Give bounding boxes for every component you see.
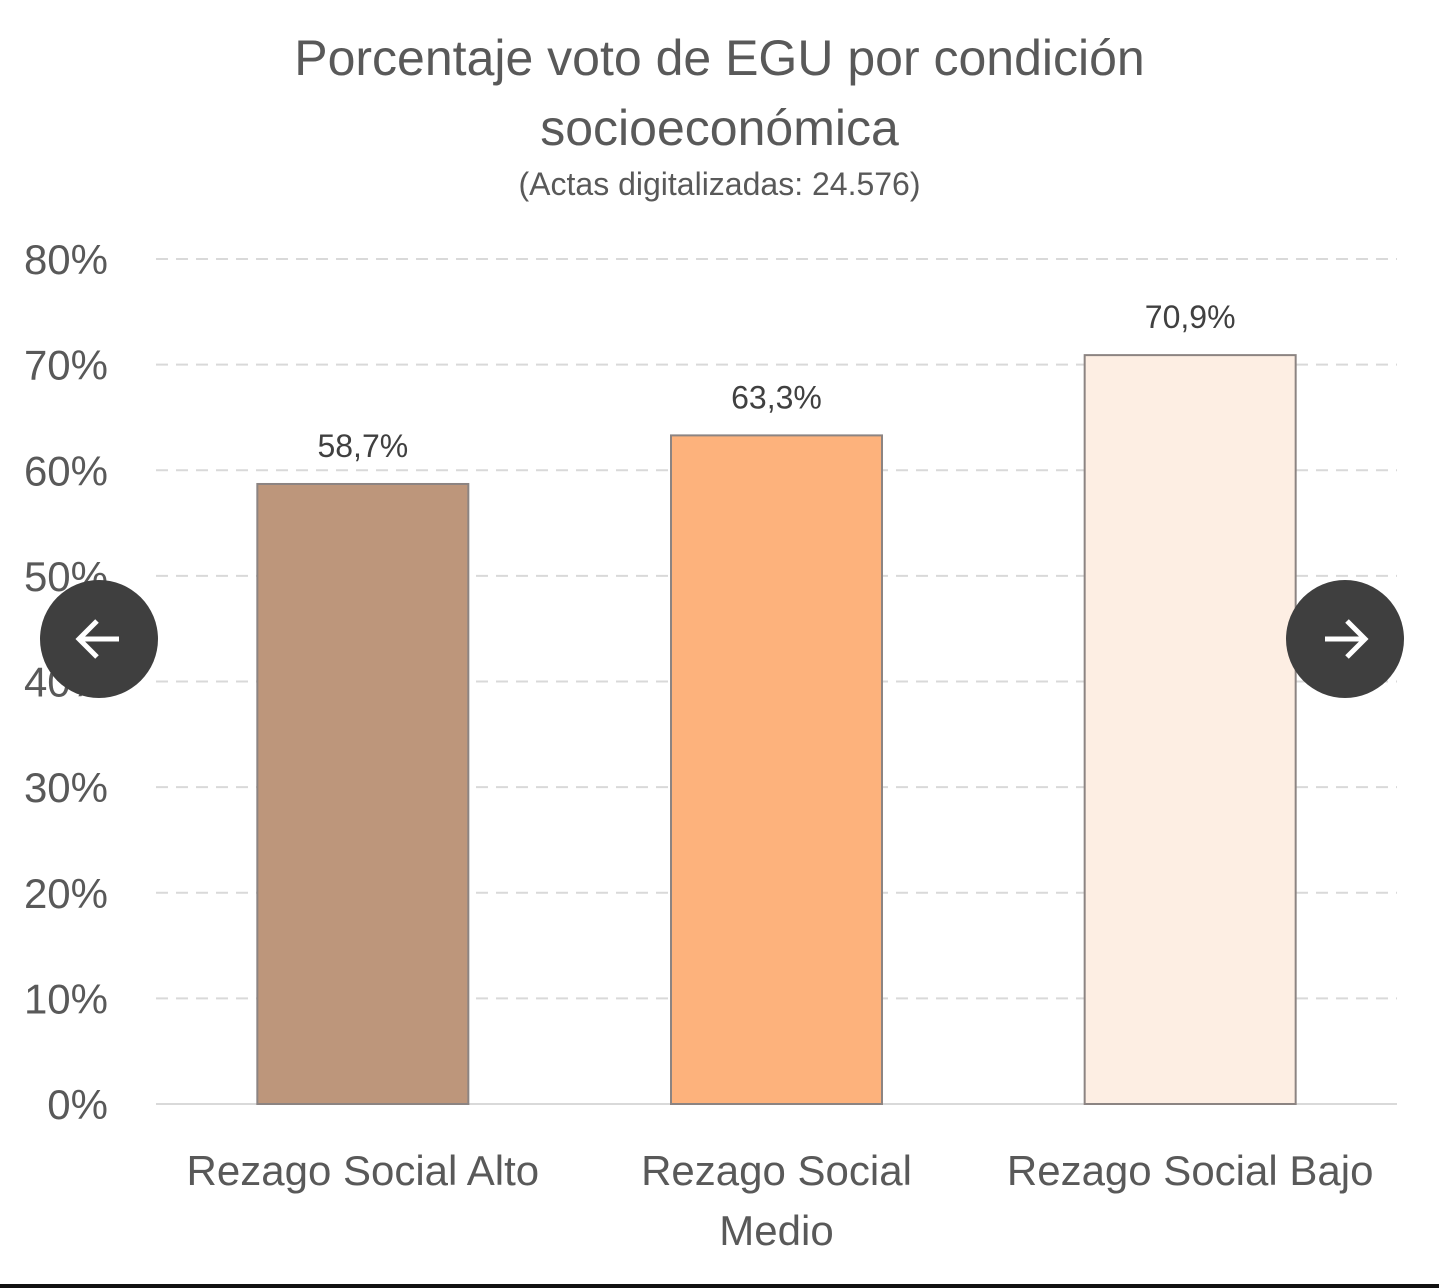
chart-title-line2: socioeconómica [540, 100, 899, 156]
x-tick-label: Rezago Social [641, 1147, 912, 1194]
x-tick-label: Rezago Social Alto [187, 1147, 540, 1194]
chart-subtitle: (Actas digitalizadas: 24.576) [518, 166, 921, 202]
y-tick-label: 30% [24, 764, 108, 811]
y-tick-label: 70% [24, 342, 108, 389]
bar [670, 434, 883, 1105]
y-tick-label: 60% [24, 447, 108, 494]
bars [256, 354, 1297, 1105]
data-labels: 58,7% 63,3% 70,9% [317, 299, 1235, 464]
bottom-border [0, 1284, 1439, 1288]
bar [256, 482, 470, 1105]
bar [1083, 354, 1297, 1105]
x-tick-label: Medio [719, 1207, 833, 1254]
next-button[interactable] [1286, 580, 1404, 698]
chart-title-line1: Porcentaje voto de EGU por condición [294, 30, 1145, 86]
arrow-left-icon [75, 619, 119, 659]
y-tick-label: 20% [24, 870, 108, 917]
arrow-right-icon [1325, 619, 1369, 659]
x-tick-label: Rezago Social Bajo [1007, 1147, 1374, 1194]
y-tick-label: 0% [47, 1081, 108, 1128]
x-axis-ticks: Rezago Social Alto Rezago Social Medio Reza… [187, 1147, 1374, 1254]
data-label: 58,7% [317, 428, 408, 464]
y-tick-label: 10% [24, 975, 108, 1022]
previous-button[interactable] [40, 580, 158, 698]
data-label: 70,9% [1145, 299, 1236, 335]
data-label: 63,3% [731, 379, 822, 415]
y-tick-label: 80% [24, 236, 108, 283]
